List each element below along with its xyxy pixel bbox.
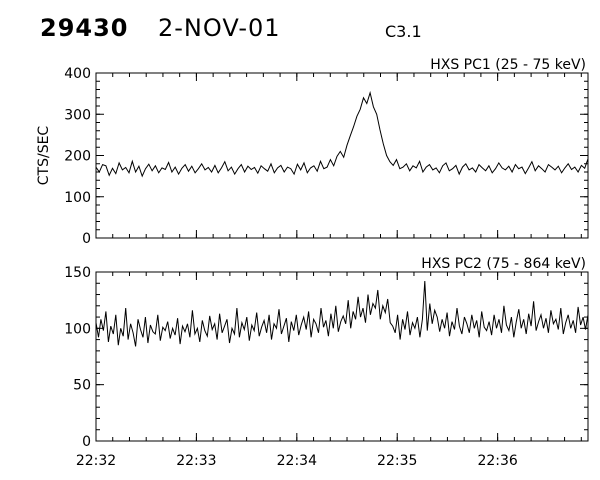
pc1-y-tick-label: 0: [82, 231, 91, 247]
observation-date: 2-NOV-01: [158, 14, 281, 42]
pc1-y-tick-label: 300: [64, 107, 91, 123]
pc2-x-tick-label: 22:35: [377, 453, 417, 469]
event-id: 29430: [40, 14, 129, 42]
pc1-count-rate-line: [95, 90, 589, 178]
pc2-y-tick-label: 150: [64, 265, 91, 281]
pc2-plot-frame: [95, 271, 589, 442]
pc2-count-rate-line: [95, 280, 589, 347]
pc1-y-tick-label: 400: [64, 66, 91, 82]
pc1-y-axis-label: CTS/SEC: [36, 126, 52, 186]
pc2-x-tick-label: 22:34: [277, 453, 317, 469]
pc1-y-tick-label: 200: [64, 149, 91, 165]
pc2-x-tick-label: 22:32: [76, 453, 116, 469]
pc1-panel: 0 100 200 300 400 HXS PC1 (25 - 75 keV) CTS/SE…: [36, 57, 589, 247]
pc2-y-tick-label: 0: [82, 434, 91, 450]
pc2-y-tick-label: 50: [73, 378, 91, 394]
pc2-panel-title: HXS PC2 (75 - 864 keV): [421, 256, 586, 272]
pc2-x-tick-label: 22:33: [176, 453, 216, 469]
pc1-plot-frame: [95, 72, 589, 239]
pc1-y-tick-label: 100: [64, 190, 91, 206]
flare-class: C3.1: [385, 22, 422, 41]
pc2-y-tick-label: 100: [64, 321, 91, 337]
pc2-x-tick-label: 22:36: [477, 453, 517, 469]
pc1-panel-title: HXS PC1 (25 - 75 keV): [430, 57, 586, 73]
pc2-panel: 0 50 100 150 22:32 22:33 22:34 22:35 22:36 HXS PC…: [64, 256, 589, 469]
